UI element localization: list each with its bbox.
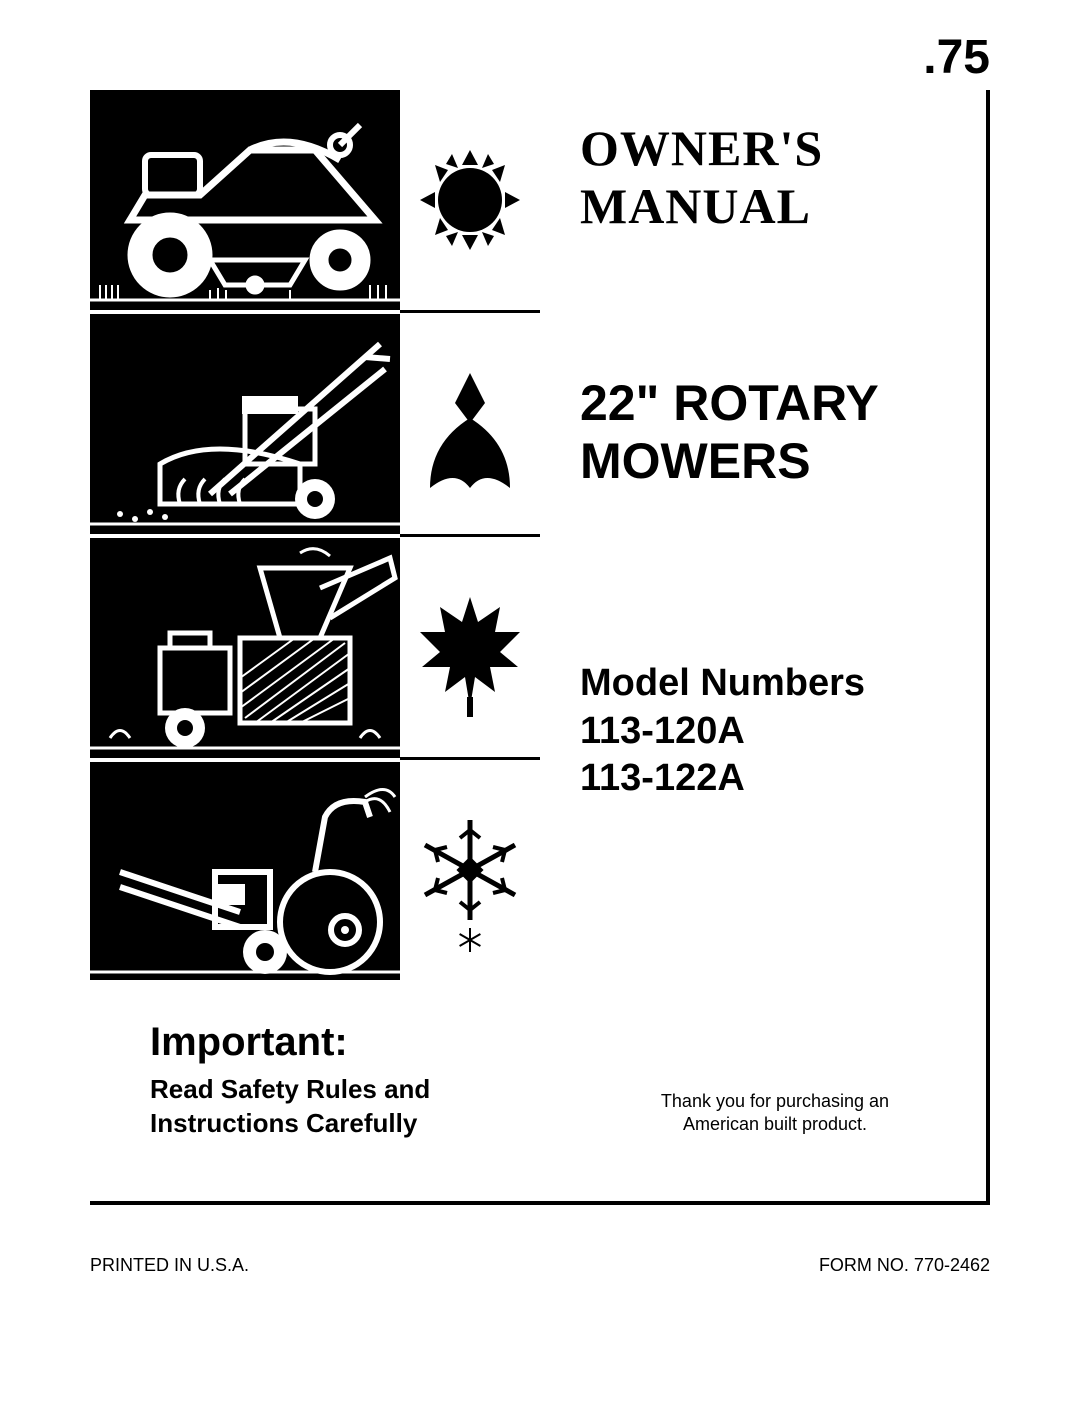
sun-icon [400, 90, 540, 313]
thank-you-note: Thank you for purchasing an American bui… [610, 1090, 940, 1135]
manual-line: MANUAL [580, 178, 970, 236]
title-column: OWNER'S MANUAL 22" ROTARY MOWERS Model N… [550, 90, 980, 803]
model-numbers-block: Model Numbers 113-120A 113-122A [580, 660, 970, 803]
maple-leaf-icon [400, 537, 540, 760]
model-number: 113-122A [580, 755, 970, 803]
snow-thrower-icon [90, 762, 400, 982]
footer-form-no: FORM NO. 770-2462 [819, 1255, 990, 1276]
tiller-icon [90, 314, 400, 538]
chipper-shredder-icon [90, 538, 400, 762]
illustration-grid [90, 90, 540, 980]
important-heading: Important: [150, 1020, 570, 1065]
important-text: Read Safety Rules and Instructions Caref… [150, 1073, 570, 1141]
cover-frame: OWNER'S MANUAL 22" ROTARY MOWERS Model N… [90, 90, 990, 1205]
manual-cover-page: .75 [90, 30, 990, 1230]
season-column [400, 90, 540, 980]
important-line-1: Read Safety Rules and [150, 1073, 570, 1107]
product-line-2: MOWERS [580, 433, 970, 491]
product-title: 22" ROTARY MOWERS [580, 375, 970, 490]
tulip-icon [400, 313, 540, 536]
important-notice: Important: Read Safety Rules and Instruc… [150, 1020, 570, 1141]
riding-mower-icon [90, 90, 400, 314]
product-line-1: 22" ROTARY [580, 375, 970, 433]
thank-you-line-2: American built product. [610, 1113, 940, 1136]
important-line-2: Instructions Carefully [150, 1107, 570, 1141]
equipment-column [90, 90, 400, 980]
model-number: 113-120A [580, 708, 970, 756]
model-numbers-heading: Model Numbers [580, 660, 970, 708]
snowflake-icon [400, 760, 540, 980]
owners-manual-heading: OWNER'S MANUAL [580, 120, 970, 235]
footer-printed-in: PRINTED IN U.S.A. [90, 1255, 249, 1276]
price: .75 [923, 30, 990, 85]
thank-you-line-1: Thank you for purchasing an [610, 1090, 940, 1113]
owners-line: OWNER'S [580, 120, 970, 178]
